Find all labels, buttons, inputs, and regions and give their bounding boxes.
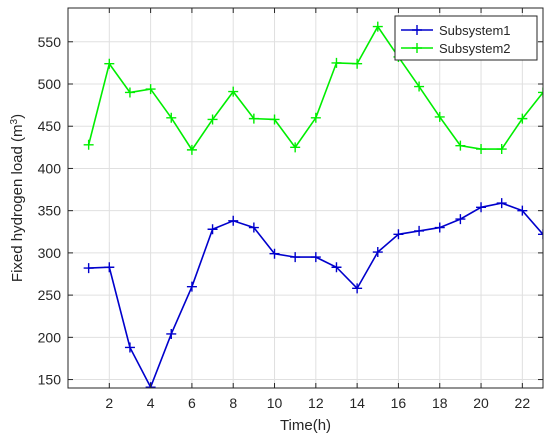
legend-label: Subsystem2 (439, 41, 511, 56)
axis-labels: Time(h) Fixed hydrogen load (m3) (9, 114, 332, 434)
x-tick-label: 6 (188, 395, 196, 411)
data-point-marker (331, 262, 342, 273)
data-point-marker (248, 113, 259, 124)
data-point-marker (496, 144, 507, 155)
x-tick-label: 10 (267, 395, 283, 411)
x-tick-label: 14 (349, 395, 365, 411)
y-tick-label: 450 (38, 118, 62, 134)
data-point-marker (310, 252, 321, 263)
plot-area-frame (67, 7, 544, 389)
data-point-marker (310, 112, 321, 123)
data-point-marker (476, 144, 487, 155)
data-point-marker (517, 205, 528, 216)
data-point-marker (83, 263, 94, 274)
y-axis-label-superscript: 3 (9, 118, 20, 124)
y-axis-label: Fixed hydrogen load (m3) (9, 114, 27, 282)
series-2 (83, 21, 543, 155)
y-tick-label: 500 (38, 76, 62, 92)
data-point-marker (476, 202, 487, 213)
data-point-marker (496, 198, 507, 209)
legend-item: Subsystem1 (401, 23, 511, 38)
data-point-marker (166, 112, 177, 123)
y-tick-label: 200 (38, 329, 62, 345)
series-1 (83, 198, 543, 388)
x-tick-label: 8 (229, 395, 237, 411)
legend-label: Subsystem1 (439, 23, 511, 38)
data-point-marker (186, 144, 197, 155)
data-point-marker (538, 229, 543, 240)
data-point-marker (434, 222, 445, 233)
data-point-marker (538, 87, 543, 98)
data-point-marker (228, 215, 239, 226)
data-point-marker (414, 225, 425, 236)
x-tick-label: 4 (147, 395, 155, 411)
legend-item: Subsystem2 (401, 41, 511, 56)
data-point-marker (434, 111, 445, 122)
data-point-marker (455, 214, 466, 225)
data-point-marker (186, 281, 197, 292)
data-point-marker (207, 224, 218, 235)
x-tick-label: 20 (473, 395, 489, 411)
y-tick-label: 300 (38, 245, 62, 261)
axis-ticks: 2 4 6 8 10 12 14 16 18 20 22 150 200 250 300 350 400 450 5… (38, 8, 543, 411)
data-point-marker (393, 229, 404, 240)
legend-marker (412, 43, 422, 53)
data-point-marker (372, 247, 383, 258)
data-point-marker (269, 248, 280, 259)
data-point-marker (104, 58, 115, 69)
legend-box (394, 15, 538, 61)
x-tick-label: 12 (308, 395, 324, 411)
data-point-marker (124, 342, 135, 353)
series-lines (83, 21, 543, 388)
data-point-marker (269, 114, 280, 125)
data-point-marker (352, 58, 363, 69)
legend-marker (412, 25, 422, 35)
data-point-marker (207, 114, 218, 125)
x-axis-label: Time(h) (280, 417, 331, 434)
y-tick-label: 250 (38, 287, 62, 303)
x-tick-label: 2 (105, 395, 113, 411)
data-point-marker (290, 252, 301, 263)
y-tick-label: 150 (38, 372, 62, 388)
data-point-marker (517, 113, 528, 124)
x-tick-label: 22 (515, 395, 531, 411)
data-point-marker (104, 262, 115, 273)
y-axis-label-main: Fixed hydrogen load (m (9, 124, 26, 282)
data-point-marker (124, 87, 135, 98)
data-point-marker (145, 84, 156, 95)
data-point-marker (372, 21, 383, 32)
y-tick-label: 350 (38, 203, 62, 219)
data-point-marker (290, 142, 301, 153)
x-tick-label: 16 (391, 395, 407, 411)
data-point-marker (228, 86, 239, 97)
legend: Subsystem1 Subsystem2 (394, 15, 538, 61)
data-point-marker (352, 283, 363, 294)
y-axis-label-suffix: ) (9, 114, 26, 119)
data-point-marker (455, 140, 466, 151)
data-point-marker (166, 328, 177, 339)
data-point-marker (248, 222, 259, 233)
y-tick-label: 550 (38, 34, 62, 50)
data-point-marker (414, 81, 425, 92)
x-tick-label: 18 (432, 395, 448, 411)
data-point-marker (331, 57, 342, 68)
y-tick-label: 400 (38, 160, 62, 176)
data-point-marker (83, 139, 94, 150)
